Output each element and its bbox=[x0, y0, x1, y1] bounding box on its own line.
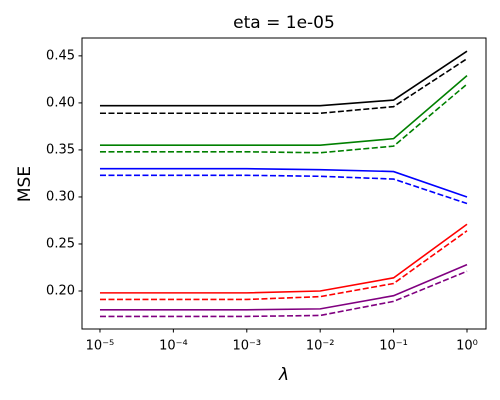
chart-title: eta = 1e-05 bbox=[233, 13, 335, 33]
x-tick-label: 10⁻³ bbox=[232, 339, 261, 354]
line-series bbox=[99, 75, 468, 147]
x-tick-label: 10⁰ bbox=[456, 339, 478, 354]
line-series bbox=[99, 167, 468, 198]
y-axis-label: MSE bbox=[15, 166, 35, 202]
x-tick-label: 10⁻⁴ bbox=[159, 339, 188, 354]
line-series bbox=[99, 50, 468, 107]
line-series bbox=[99, 58, 468, 115]
line-series bbox=[99, 263, 468, 311]
plot-frame bbox=[81, 37, 487, 330]
line-series bbox=[99, 230, 468, 301]
x-tick-label: 10⁻² bbox=[306, 339, 335, 354]
y-tick-label: 0.45 bbox=[46, 48, 75, 63]
y-tick-label: 0.40 bbox=[46, 95, 75, 110]
x-axis-label: λ bbox=[278, 365, 289, 385]
line-series bbox=[99, 270, 468, 318]
line-series bbox=[99, 174, 468, 205]
y-tick-label: 0.35 bbox=[46, 142, 75, 157]
line-series bbox=[99, 83, 468, 154]
y-tick-label: 0.20 bbox=[46, 284, 75, 299]
line-series bbox=[99, 223, 468, 294]
x-tick-label: 10⁻⁵ bbox=[86, 339, 115, 354]
y-tick-label: 0.30 bbox=[46, 189, 75, 204]
x-tick-label: 10⁻¹ bbox=[379, 339, 408, 354]
y-tick-label: 0.25 bbox=[46, 236, 75, 251]
